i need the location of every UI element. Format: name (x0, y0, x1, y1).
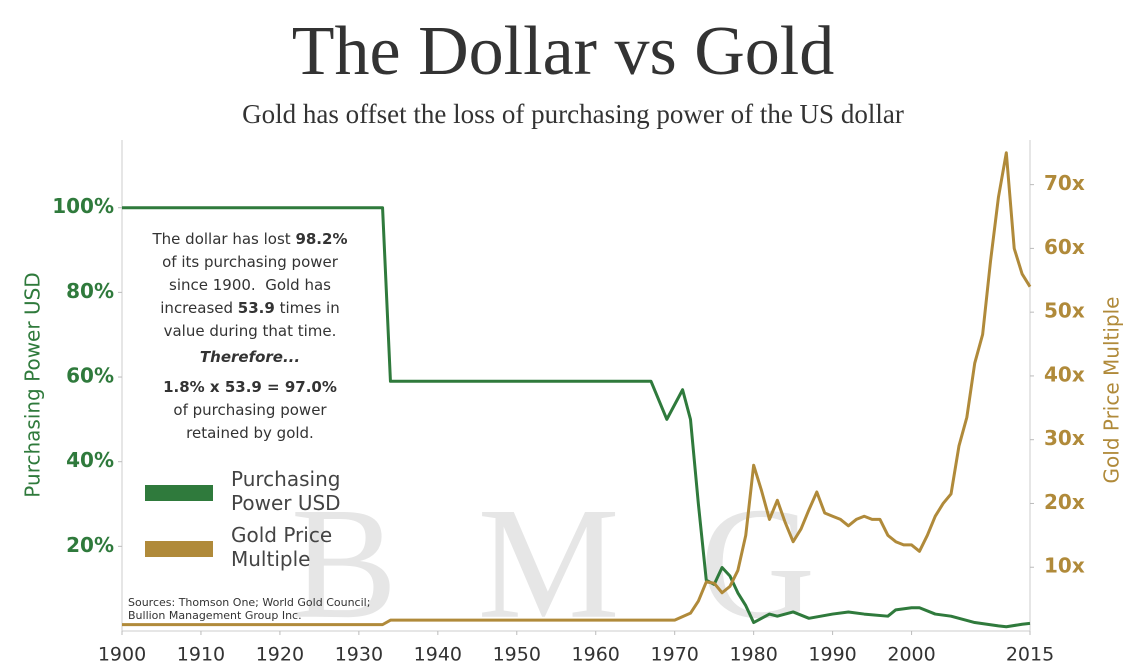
y2-tick-label: 50x (1044, 299, 1085, 323)
annotation-line: 1.8% x 53.9 = 97.0% (130, 376, 370, 399)
series-line (122, 151, 1032, 627)
annotation-text: 1.8% x 53.9 = 97.0% (163, 378, 337, 396)
annotation-text: 53.9 (237, 299, 275, 317)
legend-swatch (145, 485, 213, 501)
x-tick-label: 2000 (887, 644, 935, 666)
x-tick-label: 2015 (1006, 644, 1054, 666)
annotation-line: of purchasing power (130, 399, 370, 422)
y2-tick-label: 70x (1044, 171, 1085, 195)
annotation-text: of purchasing power (173, 401, 327, 419)
x-tick-label: 1910 (177, 644, 225, 666)
annotation-line: The dollar has lost 98.2% (130, 228, 370, 251)
annotation-line: of its purchasing power (130, 251, 370, 274)
annotation-text: since 1900. Gold has (169, 276, 331, 294)
annotation-text: 98.2% (295, 230, 348, 248)
y2-tick-label: 60x (1044, 235, 1085, 259)
annotation-text: retained by gold. (186, 424, 314, 442)
y2-tick-label: 30x (1044, 426, 1085, 450)
legend-swatch (145, 541, 213, 557)
annotation-text: value during that time. (163, 322, 337, 340)
y-axis-label: Purchasing Power USD (21, 272, 45, 497)
annotation-text: The dollar has lost (152, 230, 296, 248)
annotation-line: retained by gold. (130, 422, 370, 445)
y2-axis-label: Gold Price Multiple (1100, 297, 1124, 484)
y2-tick-label: 20x (1044, 490, 1085, 514)
annotation: The dollar has lost 98.2% of its purchasi… (130, 228, 370, 445)
annotation-line: since 1900. Gold has (130, 274, 370, 297)
y-tick-label: 20% (66, 533, 114, 557)
annotation-text: Therefore... (199, 348, 301, 366)
chart-title: The Dollar vs Gold (292, 13, 834, 90)
annotation-line: Therefore... (130, 346, 370, 369)
x-tick-label: 1960 (572, 644, 620, 666)
x-tick-label: 1920 (256, 644, 304, 666)
y-tick-label: 80% (66, 279, 114, 303)
x-tick-label: 1950 (493, 644, 541, 666)
series-line (122, 206, 1031, 629)
x-tick-label: 1930 (335, 644, 383, 666)
y-tick-label: 100% (52, 194, 114, 218)
annotation-text: times in (274, 299, 340, 317)
x-tick-label: 1940 (414, 644, 462, 666)
annotation-text: of its purchasing power (162, 253, 338, 271)
legend-label: Gold Price Multiple (231, 523, 333, 571)
y2-tick-label: 10x (1044, 554, 1085, 578)
x-tick-label: 1990 (808, 644, 856, 666)
y-tick-label: 60% (66, 364, 114, 388)
watermark: B M G (291, 474, 836, 652)
sources: Sources: Thomson One; World Gold Council… (128, 596, 371, 622)
x-tick-label: 1970 (651, 644, 699, 666)
annotation-text: increased (160, 299, 238, 317)
chart-subtitle: Gold has offset the loss of purchasing p… (242, 99, 904, 129)
annotation-line: value during that time. (130, 320, 370, 343)
x-tick-label: 1980 (729, 644, 777, 666)
x-tick-label: 1900 (98, 644, 146, 666)
y2-tick-label: 40x (1044, 362, 1085, 386)
annotation-line: increased 53.9 times in (130, 297, 370, 320)
y-tick-label: 40% (66, 448, 114, 472)
legend-label: Purchasing Power USD (231, 467, 341, 515)
